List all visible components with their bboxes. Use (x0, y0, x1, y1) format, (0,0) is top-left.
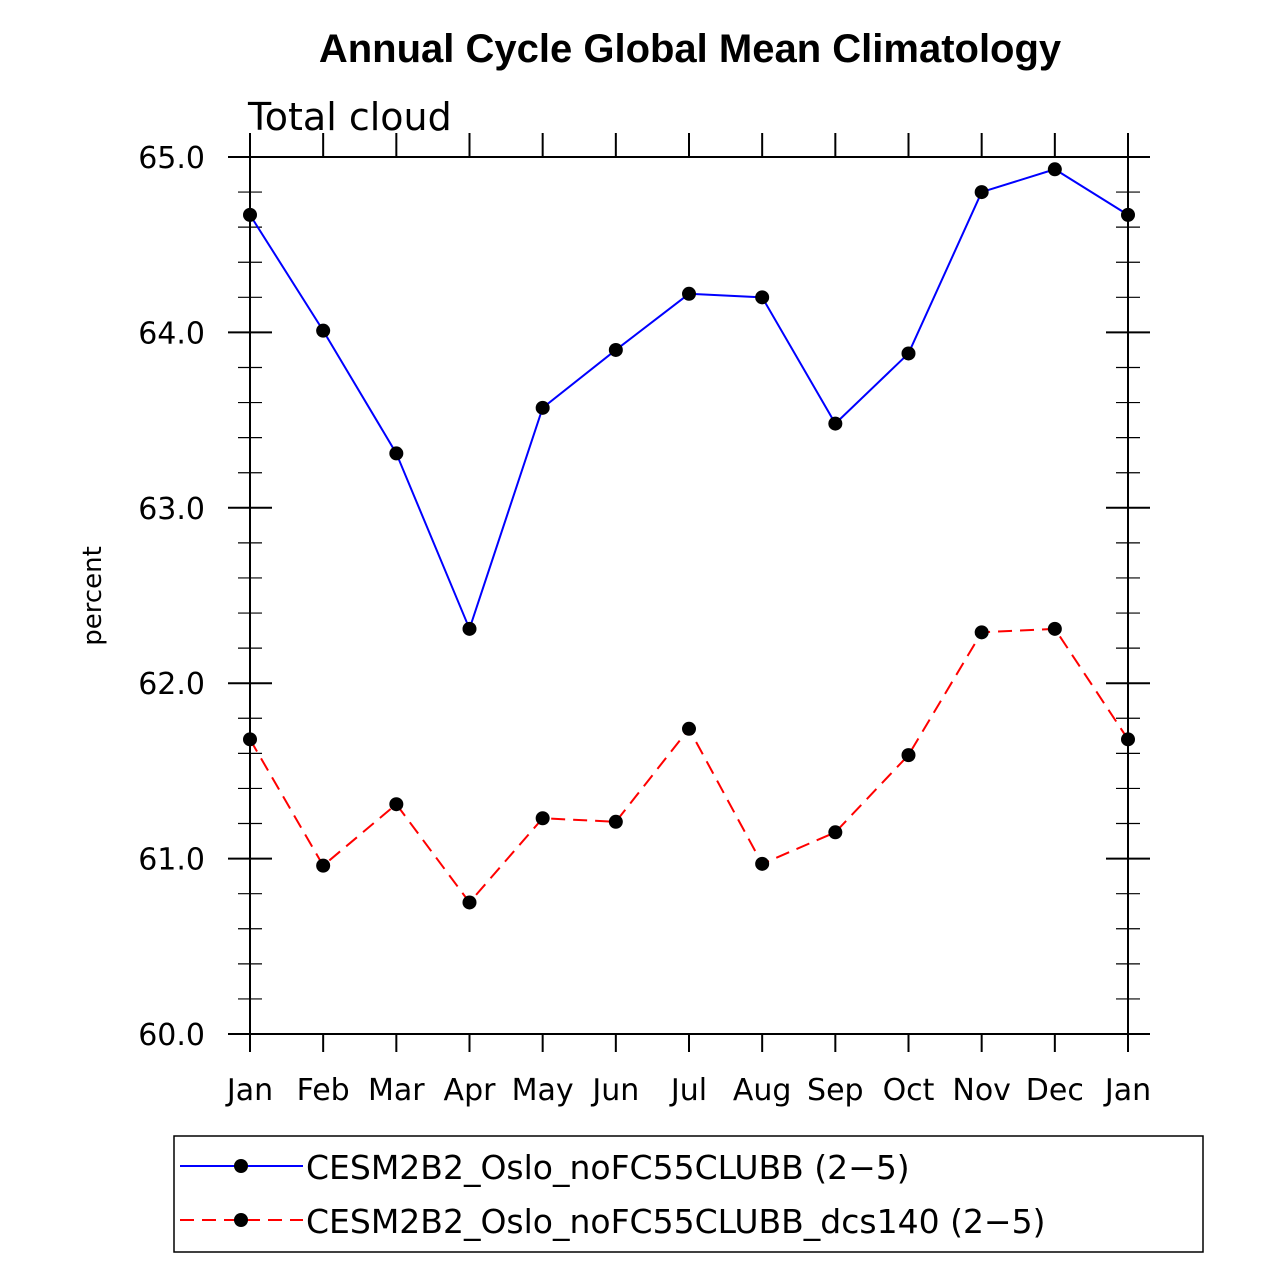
y-tick-label: 60.0 (138, 1018, 205, 1053)
series-2-point (828, 825, 843, 840)
series-1-point (755, 290, 770, 305)
series-layer (243, 162, 1135, 910)
x-tick-label: Jul (669, 1073, 707, 1108)
y-tick-label: 64.0 (138, 316, 205, 351)
y-tick-label: 65.0 (138, 141, 205, 176)
x-tick-label: Sep (807, 1073, 864, 1108)
series-2-point (316, 858, 331, 873)
y-tick-labels: 60.0 61.0 62.0 63.0 64.0 65.0 (138, 141, 205, 1053)
y-tick-label: 61.0 (138, 843, 205, 878)
series-2-point (901, 748, 916, 763)
legend-marker-2 (234, 1213, 248, 1227)
series-2-point (974, 625, 989, 640)
legend-marker-1 (234, 1159, 248, 1173)
x-tick-label: Jun (590, 1073, 639, 1108)
series-2-point (462, 895, 477, 910)
x-tick-label: Nov (952, 1073, 1011, 1108)
series-line-2 (249, 627, 1129, 905)
legend-label-2: CESM2B2_Oslo_noFC55CLUBB_dcs140 (2−5) (306, 1202, 1045, 1241)
series-1-point (535, 400, 550, 415)
x-tick-label: Apr (444, 1073, 497, 1108)
chart-title: Annual Cycle Global Mean Climatology (319, 27, 1062, 71)
y-tick-label: 62.0 (138, 667, 205, 702)
series-1-point (316, 323, 331, 338)
series-1-point (682, 286, 696, 301)
x-tick-label: Jan (1103, 1073, 1151, 1108)
legend-box (173, 1135, 1204, 1253)
series-1-point (828, 416, 843, 431)
series-2-point (682, 721, 696, 736)
x-tick-labels: Jan Feb Mar Apr May Jun Jul Aug Sep Oct Nov Dec Jan (225, 1073, 1151, 1108)
series-1-point (462, 621, 477, 636)
series-1-point (901, 346, 916, 361)
series-1-point (974, 185, 989, 200)
series-1-point (608, 342, 623, 357)
series-2-point (755, 856, 770, 871)
series-2-point (608, 814, 623, 829)
series-2-point (1047, 621, 1062, 636)
x-tick-label: Jan (225, 1073, 273, 1108)
y-tick-label: 63.0 (138, 492, 205, 527)
series-2-point (535, 811, 550, 826)
x-tick-label: Dec (1026, 1073, 1084, 1108)
chart-subtitle: Total cloud (247, 95, 452, 139)
x-tick-label: Mar (368, 1073, 425, 1108)
series-2-point (389, 797, 404, 812)
x-tick-label: Oct (883, 1073, 935, 1108)
x-tick-label: Aug (733, 1073, 792, 1108)
legend-label-1: CESM2B2_Oslo_noFC55CLUBB (2−5) (306, 1148, 910, 1187)
x-tick-label: Feb (297, 1073, 350, 1108)
legend: CESM2B2_Oslo_noFC55CLUBB (2−5) CESM2B2_O… (173, 1135, 1204, 1253)
tick-marks (228, 133, 1150, 1052)
series-line-1 (249, 168, 1129, 632)
plot-frame (249, 156, 1129, 1035)
series-1-point (389, 446, 404, 461)
x-tick-label: May (512, 1073, 574, 1108)
y-axis-label: percent (78, 546, 108, 646)
series-1-point (1047, 162, 1062, 177)
